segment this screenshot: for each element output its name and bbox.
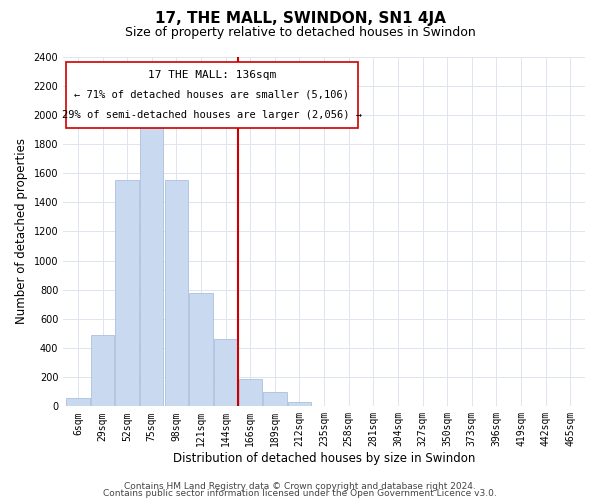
Bar [115,180,139,406]
Bar [239,380,262,406]
Text: ← 71% of detached houses are smaller (5,106): ← 71% of detached houses are smaller (5,… [74,90,349,100]
Bar [263,392,287,406]
Text: 17, THE MALL, SWINDON, SN1 4JA: 17, THE MALL, SWINDON, SN1 4JA [155,11,445,26]
Bar [288,402,311,406]
Text: Contains HM Land Registry data © Crown copyright and database right 2024.: Contains HM Land Registry data © Crown c… [124,482,476,491]
FancyBboxPatch shape [66,62,358,128]
Bar [214,340,238,406]
Bar [190,292,213,406]
Text: 29% of semi-detached houses are larger (2,056) →: 29% of semi-detached houses are larger (… [62,110,362,120]
Bar [165,180,188,406]
Text: 17 THE MALL: 136sqm: 17 THE MALL: 136sqm [148,70,276,80]
Bar [91,335,114,406]
Text: Contains public sector information licensed under the Open Government Licence v3: Contains public sector information licen… [103,488,497,498]
Bar [140,125,163,406]
Text: Size of property relative to detached houses in Swindon: Size of property relative to detached ho… [125,26,475,39]
Bar [66,398,89,406]
X-axis label: Distribution of detached houses by size in Swindon: Distribution of detached houses by size … [173,452,475,465]
Y-axis label: Number of detached properties: Number of detached properties [15,138,28,324]
